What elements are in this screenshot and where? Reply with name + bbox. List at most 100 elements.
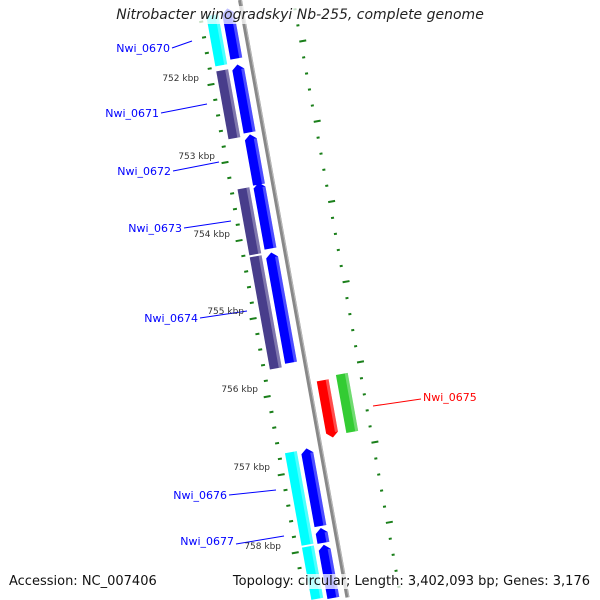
ruler-minor-tick [241,254,246,258]
ruler-major-tick [235,238,243,243]
cds-arrow-nwi-0673[interactable] [253,182,277,250]
outer-minor-tick [296,24,300,27]
track-feature-nwi-0671-highlight [225,69,241,138]
ruler-minor-tick [288,519,294,523]
cds-arrow-nwi-0672-highlight [253,138,265,185]
gene-label-nwi-0675[interactable]: Nwi_0675 [423,391,477,404]
outer-major-tick [371,440,379,444]
ruler-minor-tick [204,51,210,55]
cds-arrow-nwi-0674[interactable] [265,251,297,364]
ruler-minor-tick [277,457,283,461]
ruler-minor-tick [218,129,224,133]
ruler-minor-tick [274,441,280,445]
ruler-minor-tick [244,270,249,273]
gene-label-nwi-0671[interactable]: Nwi_0671 [105,107,159,120]
ruler-minor-tick [286,504,291,507]
outer-minor-tick [322,168,326,171]
cds-arrow-nwi-0672[interactable] [244,133,265,186]
track-group [199,0,401,600]
ruler-minor-tick [258,348,263,351]
gene-label-nwi-0670[interactable]: Nwi_0670 [116,42,170,55]
ruler-label-752: 752 kbp [162,74,199,84]
track-feature-nwi-0671[interactable] [216,69,241,140]
cds-arrow-nwi-0676[interactable] [301,447,327,528]
track-feature-nwi-0676-highlight [293,451,314,545]
outer-major-tick [328,199,336,204]
cds-arrow-nwi-0671-highlight [241,68,256,132]
label-line-nwi-0675 [372,398,422,407]
label-line-nwi-0676 [228,489,277,496]
outer-minor-tick [351,328,355,332]
gene-label-nwi-0676[interactable]: Nwi_0676 [173,489,227,502]
outer-minor-tick [319,152,323,155]
cds-arrow-nwi-0676b-highlight [324,531,330,543]
outer-minor-tick [382,505,387,508]
ruler-label-756: 756 kbp [221,385,258,395]
outer-minor-tick [325,184,329,188]
ruler-minor-tick [249,301,254,305]
backbone-line [238,0,350,598]
gene-label-nwi-0672[interactable]: Nwi_0672 [117,165,171,178]
outer-minor-tick [345,296,349,300]
ruler-minor-tick [227,176,232,180]
outer-minor-tick [377,473,381,476]
track-feature-nwi-0674[interactable] [249,255,282,370]
ruler-minor-tick [291,535,297,539]
track-feature-nwi-0676[interactable] [284,451,314,546]
outer-major-tick [385,520,393,524]
outer-minor-tick [330,216,335,220]
gene-label-nwi-0673[interactable]: Nwi_0673 [128,222,182,235]
gene-label-nwi-0677[interactable]: Nwi_0677 [180,535,234,548]
label-line-nwi-0671 [160,103,208,114]
ruler-minor-tick [235,223,240,227]
outer-minor-tick [302,56,306,59]
cds-arrow-nwi-0671[interactable] [231,63,256,134]
ruler-minor-tick [207,67,212,70]
outer-minor-tick [388,537,392,540]
gene-label-nwi-0674[interactable]: Nwi_0674 [144,312,198,325]
ruler-major-tick [263,395,271,399]
genome-summary: Topology: circular; Length: 3,402,093 bp… [232,574,590,590]
ruler-minor-tick [213,98,218,102]
ruler-minor-tick [232,207,238,211]
track-feature-nwi-0675[interactable] [335,372,359,434]
outer-minor-tick [310,104,314,107]
cds-arrow-nwi-0676-highlight [310,452,327,526]
outer-minor-tick [379,489,384,492]
cds-arrow-nwi-0673-highlight [262,186,277,248]
outer-minor-tick [394,569,398,573]
outer-major-tick [313,119,321,123]
ruler-minor-tick [297,566,302,570]
outer-minor-tick [359,377,364,380]
accession-text: Accession: NC_007406 [9,574,157,590]
track-feature-nwi-0673[interactable] [237,187,262,256]
outer-minor-tick [316,136,320,139]
outer-minor-tick [348,312,352,316]
ruler-minor-tick [255,332,260,336]
ruler-label-754: 754 kbp [193,230,230,240]
ruler-minor-tick [269,410,274,414]
ruler-major-tick [291,551,299,555]
ruler-minor-tick [229,192,235,195]
cds-arrow-nwi-0675[interactable] [316,379,339,438]
map-title: Nitrobacter winogradskyi Nb-255, complet… [0,6,600,24]
label-line-nwi-0674 [199,310,248,319]
ruler-label-757: 757 kbp [233,463,270,473]
ruler-label-753: 753 kbp [178,152,215,162]
genome-summary-value: Topology: circular; Length: 3,402,093 bp… [232,574,590,589]
ruler-label-755: 755 kbp [207,307,244,317]
outer-minor-tick [339,264,343,268]
ruler-major-tick [221,160,229,165]
track-feature-nwi-0670[interactable] [206,14,228,67]
outer-minor-tick [362,393,366,396]
outer-major-tick [356,360,365,364]
label-line-nwi-0672 [172,161,220,172]
ruler-minor-tick [201,36,207,39]
ruler-minor-tick [272,426,277,429]
label-line-nwi-0677 [235,535,285,545]
outer-major-tick [299,39,307,43]
ruler-minor-tick [260,363,266,367]
ruler-minor-tick [221,145,226,148]
cds-arrow-nwi-0676b[interactable] [315,527,330,544]
